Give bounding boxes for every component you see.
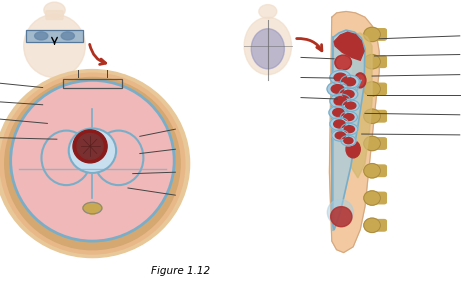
Ellipse shape: [364, 218, 380, 232]
Ellipse shape: [364, 191, 380, 205]
Ellipse shape: [344, 126, 355, 133]
Ellipse shape: [343, 90, 354, 98]
Ellipse shape: [333, 108, 344, 117]
Ellipse shape: [356, 75, 364, 86]
Ellipse shape: [340, 75, 359, 88]
Ellipse shape: [35, 32, 48, 40]
Ellipse shape: [364, 136, 380, 151]
Ellipse shape: [330, 117, 349, 131]
Ellipse shape: [0, 73, 185, 254]
Ellipse shape: [337, 57, 350, 69]
FancyBboxPatch shape: [373, 56, 386, 67]
Ellipse shape: [344, 78, 356, 86]
Ellipse shape: [331, 85, 344, 93]
Ellipse shape: [330, 94, 351, 108]
Polygon shape: [332, 30, 365, 230]
FancyBboxPatch shape: [373, 220, 386, 231]
Ellipse shape: [61, 32, 74, 40]
Ellipse shape: [346, 102, 356, 109]
Ellipse shape: [346, 141, 360, 158]
Ellipse shape: [24, 14, 85, 77]
Ellipse shape: [251, 29, 284, 69]
Ellipse shape: [364, 109, 380, 123]
Ellipse shape: [334, 120, 345, 128]
Polygon shape: [351, 33, 372, 178]
Polygon shape: [334, 32, 364, 60]
Ellipse shape: [329, 106, 348, 119]
Ellipse shape: [341, 123, 358, 135]
Ellipse shape: [334, 73, 346, 82]
Ellipse shape: [340, 111, 357, 123]
Ellipse shape: [332, 130, 349, 141]
FancyBboxPatch shape: [373, 192, 386, 204]
Ellipse shape: [341, 135, 356, 146]
Ellipse shape: [0, 69, 190, 258]
Ellipse shape: [83, 202, 102, 214]
Text: Figure 1.12: Figure 1.12: [151, 266, 210, 276]
Ellipse shape: [364, 164, 380, 178]
Ellipse shape: [327, 199, 353, 225]
Ellipse shape: [355, 73, 366, 88]
Ellipse shape: [339, 88, 358, 100]
Ellipse shape: [344, 114, 354, 121]
Ellipse shape: [364, 27, 380, 42]
Ellipse shape: [5, 77, 180, 250]
Polygon shape: [329, 11, 379, 253]
FancyBboxPatch shape: [373, 110, 386, 122]
Ellipse shape: [334, 97, 346, 105]
Ellipse shape: [259, 5, 277, 18]
Ellipse shape: [69, 129, 116, 173]
Ellipse shape: [364, 55, 380, 69]
Ellipse shape: [330, 207, 352, 227]
Ellipse shape: [88, 209, 97, 214]
Ellipse shape: [335, 132, 346, 139]
Ellipse shape: [327, 82, 348, 96]
FancyBboxPatch shape: [46, 11, 63, 20]
FancyBboxPatch shape: [373, 83, 386, 95]
Ellipse shape: [44, 2, 65, 18]
FancyBboxPatch shape: [373, 138, 386, 149]
Bar: [63, 79, 122, 88]
Polygon shape: [26, 30, 83, 42]
FancyBboxPatch shape: [373, 165, 386, 177]
Ellipse shape: [12, 81, 173, 240]
FancyBboxPatch shape: [373, 29, 386, 40]
Ellipse shape: [73, 130, 107, 163]
Ellipse shape: [344, 137, 353, 144]
Ellipse shape: [342, 100, 359, 111]
Ellipse shape: [330, 70, 351, 85]
Ellipse shape: [77, 133, 103, 159]
Ellipse shape: [244, 17, 292, 75]
Ellipse shape: [335, 55, 351, 70]
Ellipse shape: [364, 82, 380, 96]
